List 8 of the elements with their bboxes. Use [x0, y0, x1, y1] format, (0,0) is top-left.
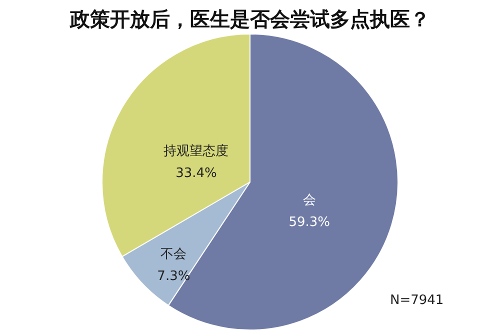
- slice-label: 不会: [160, 247, 187, 262]
- slice-label: 会: [302, 192, 316, 208]
- data-label: 33.4%: [176, 166, 217, 182]
- data-label: 59.3%: [288, 214, 330, 230]
- slice-label: 持观望态度: [164, 143, 229, 160]
- text: N=7941: [390, 293, 444, 308]
- data-label: 7.3%: [157, 269, 190, 284]
- chart-title: 政策开放后，医生是否会尝试多点执医？: [69, 7, 430, 31]
